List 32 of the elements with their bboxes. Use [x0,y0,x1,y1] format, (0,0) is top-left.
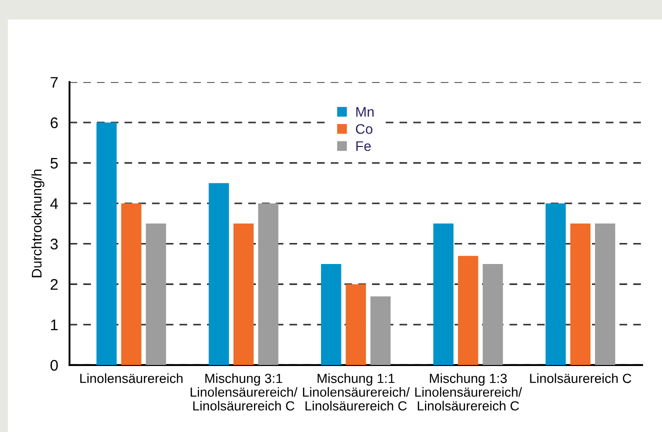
bar [370,296,391,366]
bar [546,203,566,366]
y-tick-label: 2 [50,279,58,290]
y-axis-title: Durchtrocknung/h [31,170,44,278]
legend-label: Mn [356,107,374,117]
bar [121,203,142,366]
bar [570,224,590,366]
bar [594,224,616,366]
bar [258,203,278,366]
legend-label: Fe [356,141,371,152]
bar [433,224,454,366]
y-tick-label: 1 [51,320,58,330]
bar [146,224,166,366]
x-tick-label: Linolensäurereich [80,373,182,384]
legend-label: Co [356,124,372,134]
bar [482,264,503,366]
y-tick-label: 3 [50,238,58,250]
bar [458,256,478,366]
bar [208,183,229,366]
y-tick-label: 5 [50,158,58,169]
y-tick-label: 6 [50,117,58,128]
y-tick-label: 4 [50,198,58,209]
bar [346,284,366,366]
bar [96,122,117,366]
y-tick-label: 0 [50,360,58,371]
x-tick-label: Mischung 1:1 Linolensäurereich/ Linolsäurereich C [303,373,410,411]
bar [233,224,254,366]
bar [321,264,342,366]
x-tick-label: Linolsäurereich C [530,373,632,384]
x-tick-label: Mischung 1:3 Linolensäurereich/ Linolsäurereich C [415,373,522,411]
x-tick-label: Mischung 3:1 Linolensäurereich/ Linolsäurereich C [190,373,298,411]
y-tick-label: 7 [50,77,58,88]
